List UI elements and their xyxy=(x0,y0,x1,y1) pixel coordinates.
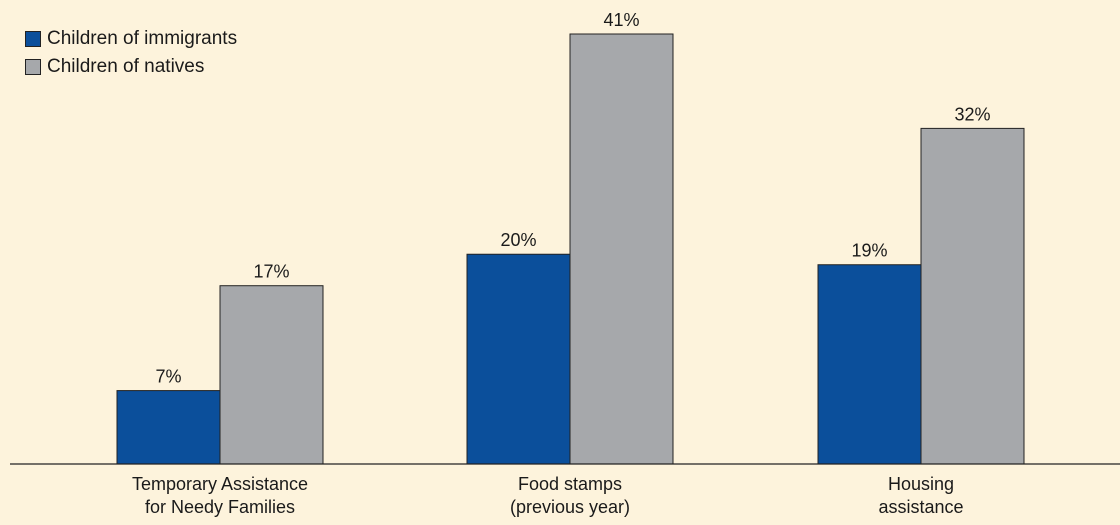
bar-natives-0 xyxy=(219,285,324,465)
category-label-0-line-1: for Needy Families xyxy=(145,497,295,517)
category-label-2-line-1: assistance xyxy=(878,497,963,517)
bar-immigrants-2 xyxy=(817,264,922,465)
data-label-immigrants-0: 7% xyxy=(155,367,181,387)
category-label-2-line-0: Housing xyxy=(888,474,954,494)
legend: Children of immigrants Children of nativ… xyxy=(25,26,237,82)
legend-item-immigrants: Children of immigrants xyxy=(25,26,237,51)
legend-label-immigrants: Children of immigrants xyxy=(47,27,238,49)
bar-natives-1 xyxy=(569,33,674,465)
legend-swatch-immigrants xyxy=(25,30,41,47)
data-label-immigrants-1: 20% xyxy=(500,230,536,250)
category-label-0-line-0: Temporary Assistance xyxy=(132,474,308,494)
legend-swatch-natives xyxy=(25,58,41,75)
legend-item-natives: Children of natives xyxy=(25,54,237,79)
data-label-immigrants-2: 19% xyxy=(851,241,887,261)
data-label-natives-2: 32% xyxy=(954,104,990,124)
category-label-1-line-0: Food stamps xyxy=(518,474,622,494)
bar-immigrants-0 xyxy=(116,390,221,465)
bar-natives-2 xyxy=(920,127,1025,465)
legend-label-natives: Children of natives xyxy=(47,55,205,77)
data-label-natives-1: 41% xyxy=(603,10,639,30)
bar-immigrants-1 xyxy=(466,253,571,465)
data-label-natives-0: 17% xyxy=(253,262,289,282)
category-label-1-line-1: (previous year) xyxy=(510,497,630,517)
